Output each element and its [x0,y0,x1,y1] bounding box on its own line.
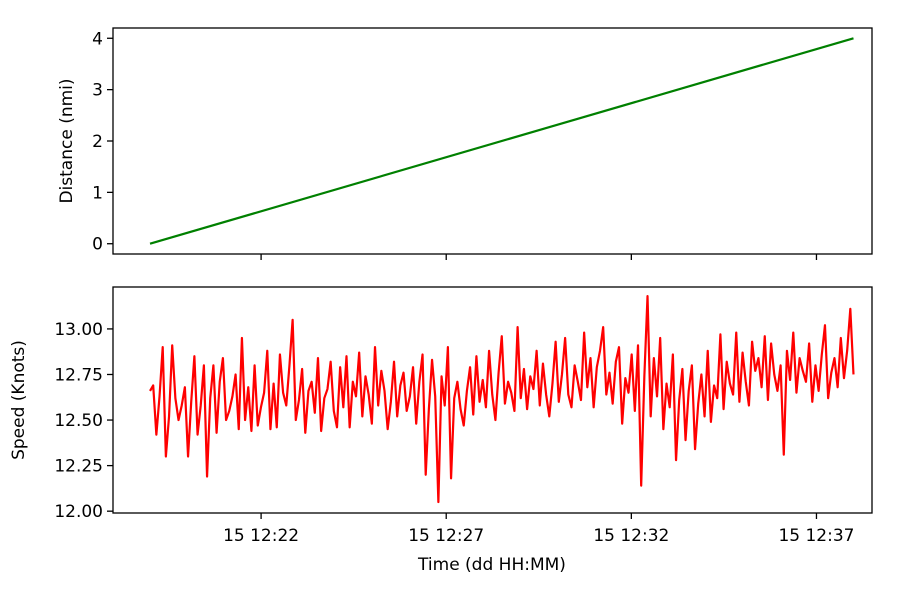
speed-x-tick-label: 15 12:37 [778,526,854,546]
distance-series-line [149,37,854,245]
speed-y-tick-label: 13.00 [54,320,103,340]
speed-x-tick-label: 15 12:32 [593,526,669,546]
distance-y-tick-label: 4 [92,29,103,49]
distance-y-axis: 0 1 2 3 4 [92,29,113,255]
speed-x-tick-label: 15 12:27 [408,526,484,546]
speed-y-tick-label: 12.00 [54,502,103,522]
time-x-axis-label: Time (dd HH:MM) [417,555,566,575]
distance-y-tick-label: 1 [92,183,103,203]
distance-chart: 0 1 2 3 4 Distance (nmi) [57,27,873,260]
speed-y-axis: 12.00 12.25 12.50 12.75 13.00 [54,320,113,522]
speed-plot-frame [112,286,873,514]
speed-x-tick-label: 15 12:22 [223,526,299,546]
distance-x-axis [260,254,818,260]
speed-y-axis-label: Speed (Knots) [9,340,29,460]
speed-x-axis: 15 12:22 15 12:27 15 12:32 15 12:37 [223,513,854,546]
speed-y-tick-label: 12.25 [54,457,103,477]
speed-series-line [149,295,855,504]
distance-y-tick-label: 3 [92,81,103,101]
distance-y-axis-label: Distance (nmi) [57,78,77,203]
distance-y-tick-label: 2 [92,132,103,152]
distance-plot-frame [112,27,873,255]
distance-y-tick-label: 0 [92,235,103,255]
speed-y-tick-label: 12.50 [54,411,103,431]
speed-y-tick-label: 12.75 [54,365,103,385]
